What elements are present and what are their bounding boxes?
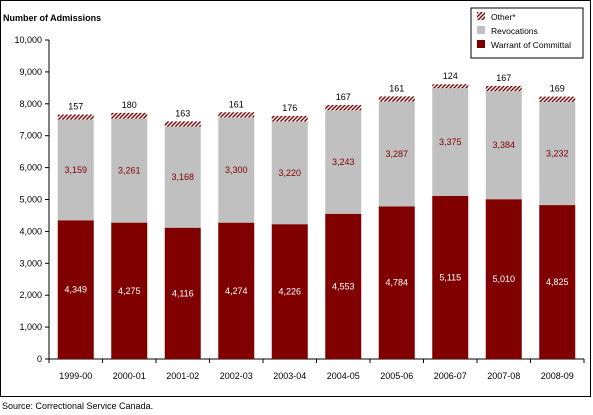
y-tick-label: 10,000 xyxy=(14,35,42,45)
legend-swatch-warrant-of-committal xyxy=(477,40,485,48)
bar-segment-revocations xyxy=(378,101,415,207)
bar-segment-other xyxy=(57,114,94,120)
data-label-other: 163 xyxy=(175,108,190,118)
data-label-other: 161 xyxy=(389,83,404,93)
data-label-other: 167 xyxy=(496,73,511,83)
data-label-other: 180 xyxy=(122,100,137,110)
data-label-warrant-of-committal: 4,784 xyxy=(385,278,408,288)
bar-segment-warrant-of-committal xyxy=(57,220,94,359)
bar-segment-warrant-of-committal xyxy=(378,206,415,359)
data-label-warrant-of-committal: 5,115 xyxy=(439,272,461,282)
legend-swatch-other xyxy=(477,12,485,20)
data-label-revocations: 3,220 xyxy=(278,168,301,178)
bar-segment-warrant-of-committal xyxy=(325,213,362,359)
source-note: Source: Correctional Service Canada. xyxy=(2,401,154,411)
y-tick-label: 5,000 xyxy=(19,195,42,205)
bar-segment-other xyxy=(539,96,576,102)
data-label-warrant-of-committal: 4,349 xyxy=(64,285,87,295)
data-label-warrant-of-committal: 5,010 xyxy=(492,274,515,284)
bar-segment-revocations xyxy=(218,117,255,223)
bar-segment-other xyxy=(218,112,255,118)
bar-segment-other xyxy=(485,85,522,92)
data-label-warrant-of-committal: 4,275 xyxy=(118,286,141,296)
x-tick-label: 2003-04 xyxy=(273,371,306,381)
data-label-revocations: 3,159 xyxy=(64,165,87,175)
bar-segment-warrant-of-committal xyxy=(111,222,148,359)
y-tick-label: 7,000 xyxy=(19,131,42,141)
chart-frame: Number of Admissions 0 1,000 2,000 3,000 4,00… xyxy=(0,0,591,397)
x-tick-label: 2002-03 xyxy=(220,371,253,381)
stacked-bar-chart: Number of Admissions 0 1,000 2,000 3,000 4,00… xyxy=(3,7,585,381)
x-tick-label: 2004-05 xyxy=(327,371,360,381)
x-tick-label: 2001-02 xyxy=(166,371,199,381)
x-tick-label: 2006-07 xyxy=(434,371,467,381)
bar-segment-warrant-of-committal xyxy=(271,224,308,359)
bar-segment-other xyxy=(378,96,415,102)
legend-swatch-revocations xyxy=(477,26,485,34)
data-label-revocations: 3,261 xyxy=(118,166,141,176)
bar-segment-other xyxy=(432,84,469,89)
x-tick-label: 2005-06 xyxy=(380,371,413,381)
data-label-other: 176 xyxy=(282,103,297,113)
data-label-other: 124 xyxy=(443,71,458,81)
data-label-warrant-of-committal: 4,553 xyxy=(332,281,355,291)
data-label-revocations: 3,243 xyxy=(332,157,355,167)
y-tick-label: 0 xyxy=(37,354,42,364)
bar-segment-revocations xyxy=(485,91,522,200)
legend-label-warrant-of-committal: Warrant of Committal xyxy=(491,40,571,50)
y-tick-label: 2,000 xyxy=(19,290,42,300)
bar-segment-revocations xyxy=(539,101,576,206)
legend-box xyxy=(470,7,584,59)
data-label-warrant-of-committal: 4,226 xyxy=(278,287,301,297)
bar-segment-other xyxy=(325,104,362,111)
legend-label-revocations: Revocations xyxy=(491,26,538,36)
bar-segment-revocations xyxy=(57,119,94,221)
data-label-other: 167 xyxy=(336,92,351,102)
y-axis-title: Number of Admissions xyxy=(3,13,101,23)
data-label-other: 157 xyxy=(68,101,83,111)
data-label-other: 169 xyxy=(550,84,565,94)
y-tick-label: 8,000 xyxy=(19,99,42,109)
y-tick-label: 3,000 xyxy=(19,258,42,268)
data-label-revocations: 3,300 xyxy=(225,165,248,175)
bar-segment-revocations xyxy=(432,88,469,196)
bar-segment-warrant-of-committal xyxy=(164,227,201,359)
legend-label-other: Other* xyxy=(491,12,516,22)
data-label-revocations: 3,384 xyxy=(492,140,515,150)
y-tick-label: 4,000 xyxy=(19,226,42,236)
bar-segment-revocations xyxy=(164,126,201,228)
data-label-revocations: 3,168 xyxy=(171,172,194,182)
y-tick-label: 1,000 xyxy=(19,322,42,332)
data-label-warrant-of-committal: 4,825 xyxy=(546,277,569,287)
bar-segment-warrant-of-committal xyxy=(539,205,576,359)
bar-segment-other xyxy=(111,112,148,119)
bar-segment-revocations xyxy=(271,121,308,225)
bar-segment-warrant-of-committal xyxy=(432,195,469,359)
x-tick-label: 2000-01 xyxy=(113,371,146,381)
data-label-warrant-of-committal: 4,116 xyxy=(172,288,194,298)
data-label-other: 161 xyxy=(229,99,244,109)
bar-segment-other xyxy=(271,115,308,122)
data-label-revocations: 3,232 xyxy=(546,149,569,159)
x-tick-label: 2007-08 xyxy=(487,371,520,381)
x-tick-label: 2008-09 xyxy=(541,371,574,381)
data-label-revocations: 3,287 xyxy=(385,149,408,159)
y-tick-label: 6,000 xyxy=(19,163,42,173)
bar-segment-revocations xyxy=(111,118,148,223)
x-tick-label: 1999-00 xyxy=(59,371,92,381)
data-label-revocations: 3,375 xyxy=(439,137,462,147)
data-label-warrant-of-committal: 4,274 xyxy=(225,286,248,296)
y-tick-label: 9,000 xyxy=(19,67,42,77)
bar-segment-revocations xyxy=(325,110,362,214)
bar-segment-warrant-of-committal xyxy=(485,199,522,359)
bar-segment-warrant-of-committal xyxy=(218,222,255,359)
bar-segment-other xyxy=(164,121,201,127)
